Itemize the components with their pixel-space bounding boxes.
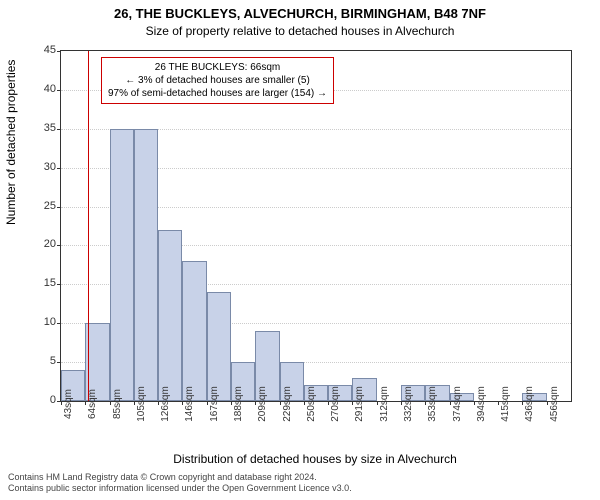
xtick-label: 126sqm [160, 386, 171, 422]
ytick-mark [57, 168, 61, 169]
xtick-label: 415sqm [500, 386, 511, 422]
xtick-label: 229sqm [282, 386, 293, 422]
xtick-mark [207, 401, 208, 405]
xtick-label: 43sqm [63, 389, 74, 419]
footer-attribution: Contains HM Land Registry data © Crown c… [8, 472, 352, 494]
ytick-mark [57, 90, 61, 91]
xtick-label: 85sqm [112, 389, 123, 419]
x-axis-label: Distribution of detached houses by size … [60, 452, 570, 466]
ytick-mark [57, 207, 61, 208]
ytick-mark [57, 284, 61, 285]
xtick-label: 312sqm [379, 386, 390, 422]
histogram-bar [134, 129, 158, 401]
xtick-label: 167sqm [209, 386, 220, 422]
chart-title-sub: Size of property relative to detached ho… [0, 24, 600, 38]
xtick-label: 188sqm [233, 386, 244, 422]
xtick-label: 64sqm [87, 389, 98, 419]
xtick-mark [547, 401, 548, 405]
xtick-mark [110, 401, 111, 405]
chart-plot-area: 26 THE BUCKLEYS: 66sqm← 3% of detached h… [60, 50, 572, 402]
xtick-label: 270sqm [330, 386, 341, 422]
xtick-mark [280, 401, 281, 405]
chart-title-main: 26, THE BUCKLEYS, ALVECHURCH, BIRMINGHAM… [0, 6, 600, 21]
xtick-label: 353sqm [427, 386, 438, 422]
xtick-mark [231, 401, 232, 405]
ytick-mark [57, 129, 61, 130]
footer-line2: Contains public sector information licen… [8, 483, 352, 494]
ytick-mark [57, 51, 61, 52]
xtick-label: 146sqm [184, 386, 195, 422]
xtick-label: 332sqm [403, 386, 414, 422]
ytick-mark [57, 323, 61, 324]
xtick-mark [134, 401, 135, 405]
xtick-mark [474, 401, 475, 405]
xtick-mark [450, 401, 451, 405]
xtick-label: 456sqm [549, 386, 560, 422]
ytick-label: 15 [44, 277, 56, 289]
annotation-line1: 26 THE BUCKLEYS: 66sqm [108, 61, 327, 74]
ytick-label: 45 [44, 44, 56, 56]
xtick-label: 374sqm [452, 386, 463, 422]
annotation-box: 26 THE BUCKLEYS: 66sqm← 3% of detached h… [101, 57, 334, 104]
ytick-mark [57, 362, 61, 363]
y-axis-label: Number of detached properties [4, 60, 18, 225]
xtick-mark [401, 401, 402, 405]
xtick-mark [498, 401, 499, 405]
xtick-label: 105sqm [136, 386, 147, 422]
annotation-line3: 97% of semi-detached houses are larger (… [108, 87, 327, 100]
ytick-label: 20 [44, 238, 56, 250]
histogram-bar [110, 129, 134, 401]
xtick-label: 209sqm [257, 386, 268, 422]
annotation-line2: ← 3% of detached houses are smaller (5) [108, 74, 327, 87]
xtick-mark [61, 401, 62, 405]
ytick-label: 40 [44, 83, 56, 95]
footer-line1: Contains HM Land Registry data © Crown c… [8, 472, 352, 483]
xtick-label: 394sqm [476, 386, 487, 422]
ytick-label: 5 [50, 355, 56, 367]
ytick-label: 30 [44, 161, 56, 173]
ytick-label: 25 [44, 200, 56, 212]
xtick-mark [328, 401, 329, 405]
xtick-mark [304, 401, 305, 405]
xtick-mark [158, 401, 159, 405]
ytick-mark [57, 245, 61, 246]
xtick-label: 436sqm [524, 386, 535, 422]
ytick-label: 10 [44, 316, 56, 328]
histogram-bar [158, 230, 182, 401]
xtick-label: 291sqm [354, 386, 365, 422]
histogram-bar [182, 261, 206, 401]
xtick-label: 250sqm [306, 386, 317, 422]
xtick-mark [377, 401, 378, 405]
ytick-label: 0 [50, 394, 56, 406]
ytick-label: 35 [44, 122, 56, 134]
property-marker-line [88, 51, 89, 401]
histogram-bar [207, 292, 231, 401]
